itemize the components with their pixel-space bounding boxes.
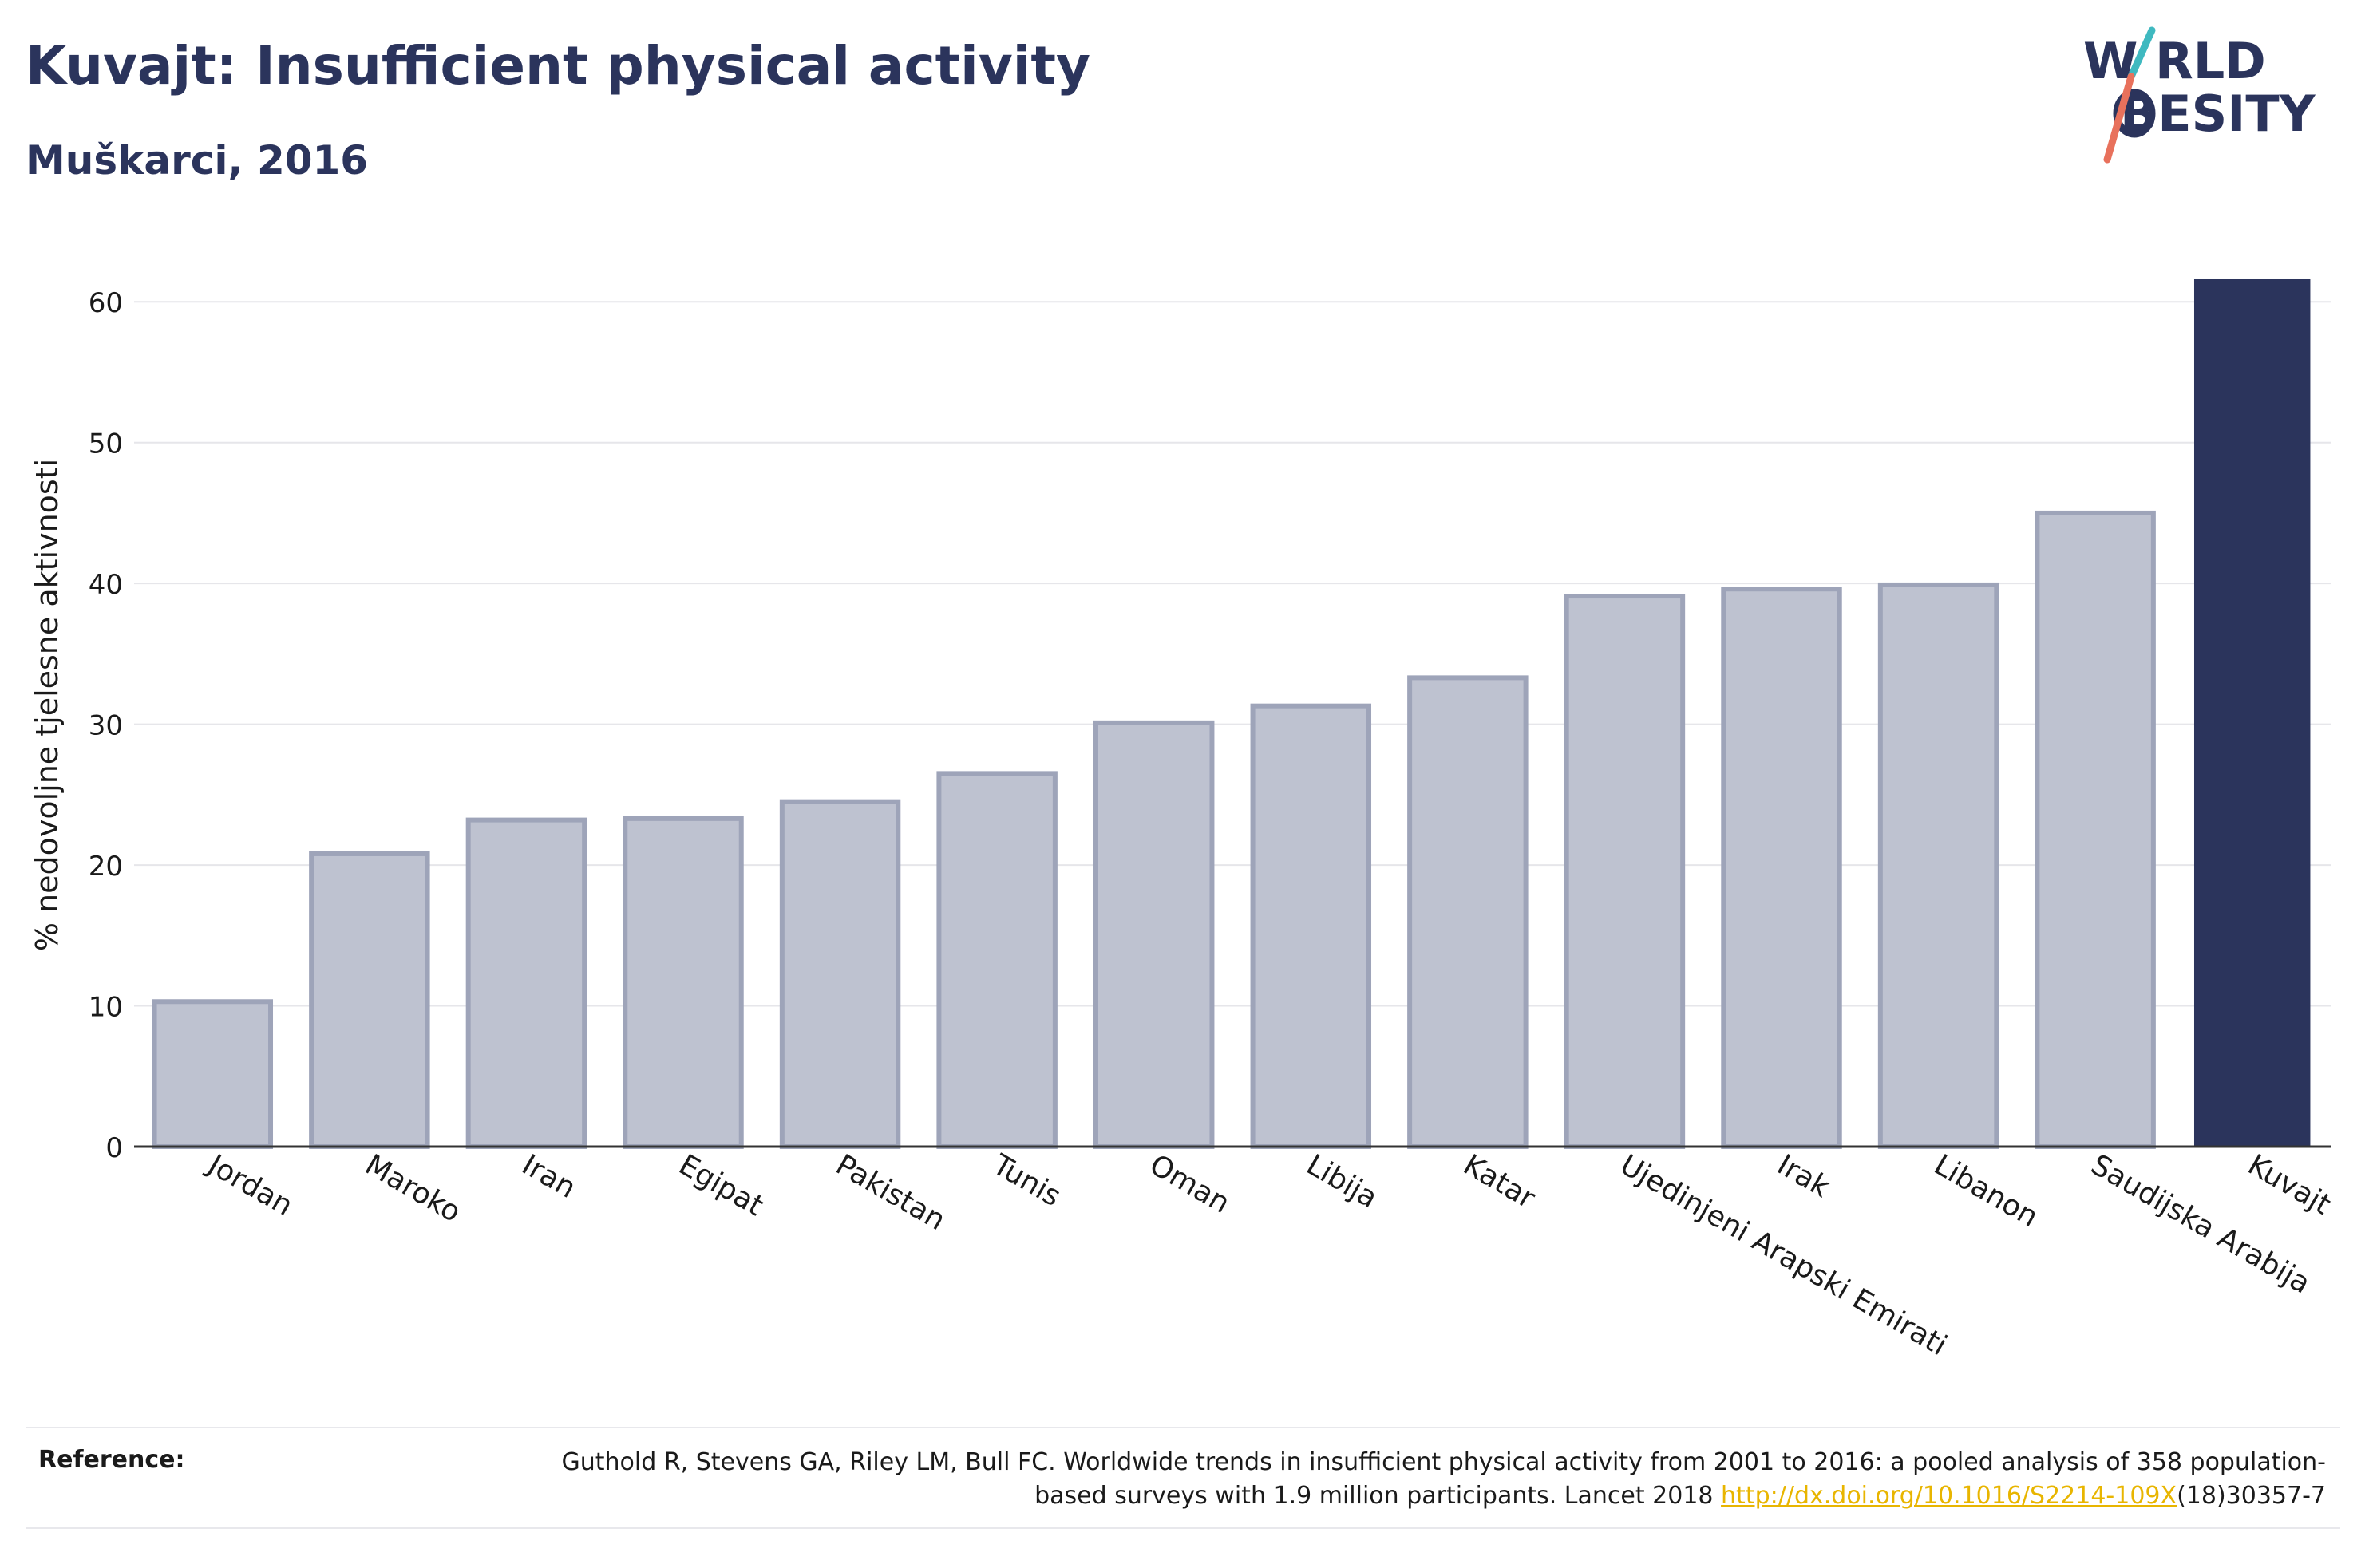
bar-ujedinjeni-arapski-emirati bbox=[1564, 594, 1686, 1149]
y-axis-label: % nedovoljne tjelesne aktivnosti bbox=[30, 459, 65, 951]
chart-subtitle: Muškarci, 2016 bbox=[26, 137, 369, 184]
bar-katar bbox=[1407, 675, 1529, 1149]
bar-oman bbox=[1093, 720, 1215, 1149]
y-tick-label: 60 bbox=[89, 287, 123, 319]
x-tick-labels: Jordan Maroko Iran Egipat Pakistan Tunis Oman L… bbox=[201, 1147, 2336, 1362]
x-tick-label: Kuvajt bbox=[2242, 1148, 2336, 1222]
chart-title: Kuvajt: Insufficient physical activity bbox=[26, 35, 1090, 97]
reference-text: Guthold R, Stevens GA, Riley LM, Bull FC… bbox=[490, 1446, 2326, 1513]
grid-layer bbox=[134, 301, 2331, 1007]
y-tick-label: 50 bbox=[89, 429, 123, 460]
x-tick-label: Pakistan bbox=[830, 1148, 951, 1237]
bar-jordan bbox=[152, 999, 274, 1150]
x-tick-label: Iran bbox=[516, 1148, 581, 1205]
reference-label: Reference: bbox=[38, 1446, 185, 1474]
bar-maroko bbox=[309, 851, 430, 1149]
y-tick-label: 30 bbox=[89, 710, 123, 742]
bar-pakistan bbox=[779, 799, 901, 1150]
logo-slash-teal bbox=[2127, 26, 2156, 81]
bar-libija bbox=[1250, 703, 1372, 1149]
bar-tunis bbox=[936, 771, 1058, 1150]
logo-o-ring bbox=[2113, 89, 2156, 138]
x-tick-label: Oman bbox=[1144, 1148, 1235, 1220]
reference-citation: Guthold R, Stevens GA, Riley LM, Bull FC… bbox=[561, 1448, 2326, 1510]
bar-saudijska-arabija bbox=[2035, 510, 2156, 1149]
bar-libanon bbox=[1877, 582, 1999, 1149]
bars-layer bbox=[152, 278, 2311, 1150]
logo-line-world: W RLD bbox=[2083, 32, 2266, 90]
reference-doi-link[interactable]: http://dx.doi.org/10.1016/S2214-109X bbox=[1721, 1482, 2177, 1510]
reference-citation-suffix: (18)30357-7 bbox=[2177, 1482, 2326, 1510]
logo-slash-coral bbox=[2103, 73, 2135, 164]
x-tick-label: Katar bbox=[1457, 1148, 1540, 1215]
x-tick-label: Libija bbox=[1301, 1148, 1383, 1215]
bar-iran bbox=[465, 817, 587, 1150]
reference-box: Reference: Guthold R, Stevens GA, Riley … bbox=[26, 1427, 2340, 1529]
x-tick-label: Irak bbox=[1772, 1148, 1836, 1204]
bar-kuvajt bbox=[2193, 278, 2311, 1147]
y-tick-label: 20 bbox=[89, 851, 123, 883]
axis-layer: 0 10 20 30 40 50 60 bbox=[89, 287, 2331, 1164]
x-tick-label: Maroko bbox=[359, 1148, 466, 1229]
bar-egipat bbox=[623, 816, 744, 1149]
bar-irak bbox=[1721, 587, 1842, 1149]
x-tick-label: Egipat bbox=[674, 1148, 769, 1222]
y-tick-label: 40 bbox=[89, 569, 123, 601]
world-obesity-logo: W RLD BESITY bbox=[2083, 26, 2316, 164]
bar-chart: 0 10 20 30 40 50 60 Jordan Maroko Iran Egipat Paki… bbox=[30, 278, 2336, 1362]
x-tick-label: Tunis bbox=[987, 1148, 1066, 1213]
y-tick-label: 10 bbox=[89, 992, 123, 1024]
y-tick-label: 0 bbox=[105, 1132, 123, 1164]
x-tick-label: Jordan bbox=[201, 1147, 298, 1222]
x-tick-label: Libanon bbox=[1928, 1148, 2043, 1234]
